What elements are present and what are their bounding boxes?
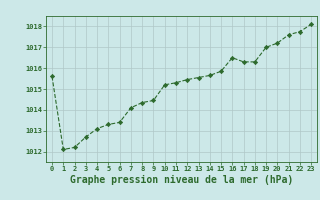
X-axis label: Graphe pression niveau de la mer (hPa): Graphe pression niveau de la mer (hPa) — [70, 175, 293, 185]
